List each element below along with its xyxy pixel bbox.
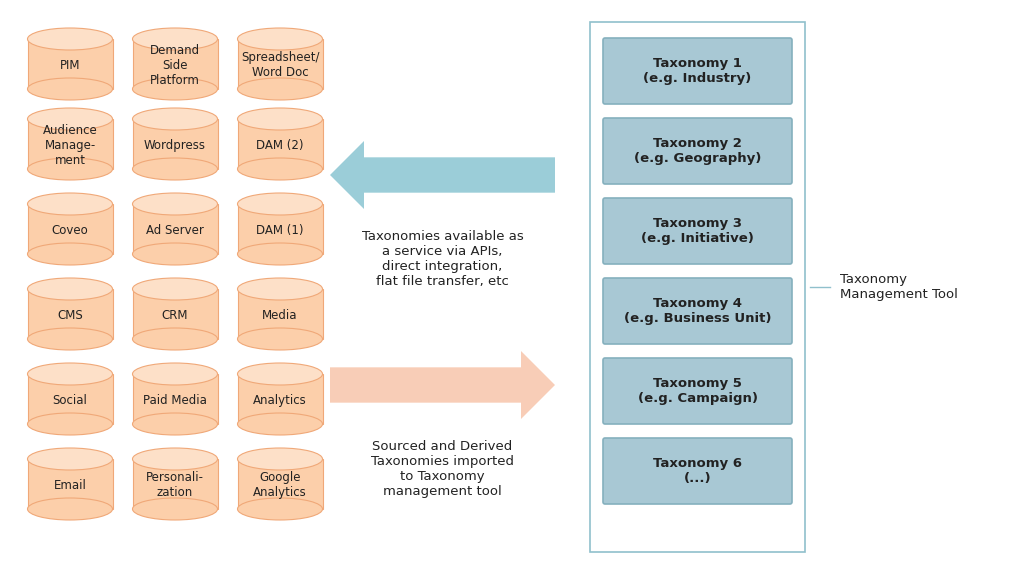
Ellipse shape [132, 278, 217, 300]
Ellipse shape [28, 78, 113, 100]
Ellipse shape [238, 243, 323, 265]
Ellipse shape [132, 498, 217, 520]
Text: Taxonomy 4
(e.g. Business Unit): Taxonomy 4 (e.g. Business Unit) [624, 297, 771, 325]
Ellipse shape [238, 498, 323, 520]
FancyBboxPatch shape [603, 278, 792, 344]
Ellipse shape [28, 28, 113, 50]
Bar [28, 39, 113, 89]
Ellipse shape [28, 278, 113, 300]
Ellipse shape [238, 328, 323, 350]
Bar [132, 289, 217, 339]
Bar [238, 289, 323, 339]
Bar [132, 459, 217, 509]
Text: Personali-
zation: Personali- zation [146, 471, 204, 499]
Text: Taxonomy 5
(e.g. Campaign): Taxonomy 5 (e.g. Campaign) [638, 377, 758, 405]
FancyBboxPatch shape [603, 38, 792, 104]
Text: Ad Server: Ad Server [146, 223, 204, 237]
Bar [238, 374, 323, 424]
Text: Taxonomy 2
(e.g. Geography): Taxonomy 2 (e.g. Geography) [634, 137, 761, 165]
Text: Taxonomy 3
(e.g. Initiative): Taxonomy 3 (e.g. Initiative) [641, 217, 754, 245]
Ellipse shape [238, 108, 323, 130]
Bar [238, 39, 323, 89]
Ellipse shape [132, 193, 217, 215]
Polygon shape [330, 351, 555, 419]
Bar [590, 22, 805, 552]
Ellipse shape [238, 363, 323, 385]
Ellipse shape [28, 158, 113, 180]
Text: Taxonomy 6
(...): Taxonomy 6 (...) [653, 457, 742, 485]
Text: Sourced and Derived
Taxonomies imported
to Taxonomy
management tool: Sourced and Derived Taxonomies imported … [371, 440, 514, 498]
Ellipse shape [238, 28, 323, 50]
Ellipse shape [238, 193, 323, 215]
Text: Demand
Side
Platform: Demand Side Platform [150, 43, 200, 87]
Ellipse shape [132, 328, 217, 350]
FancyBboxPatch shape [603, 438, 792, 504]
Ellipse shape [28, 363, 113, 385]
Bar [132, 374, 217, 424]
Bar [132, 119, 217, 169]
Ellipse shape [28, 413, 113, 435]
Ellipse shape [28, 193, 113, 215]
FancyBboxPatch shape [603, 118, 792, 184]
Bar [132, 204, 217, 254]
Ellipse shape [132, 448, 217, 470]
Bar [132, 39, 217, 89]
Text: Analytics: Analytics [253, 394, 307, 406]
Bar [28, 374, 113, 424]
Text: Taxonomy
Management Tool: Taxonomy Management Tool [840, 273, 957, 301]
Text: Taxonomy 1
(e.g. Industry): Taxonomy 1 (e.g. Industry) [643, 57, 752, 85]
Text: Google
Analytics: Google Analytics [253, 471, 307, 499]
Ellipse shape [132, 243, 217, 265]
Text: Audience
Manage-
ment: Audience Manage- ment [43, 124, 97, 166]
Ellipse shape [28, 498, 113, 520]
Bar [28, 119, 113, 169]
Ellipse shape [238, 413, 323, 435]
Text: Email: Email [53, 479, 86, 491]
Bar [238, 204, 323, 254]
Ellipse shape [28, 108, 113, 130]
Text: Wordpress: Wordpress [144, 139, 206, 152]
Ellipse shape [132, 78, 217, 100]
Ellipse shape [238, 278, 323, 300]
Text: Media: Media [262, 308, 298, 321]
Text: Social: Social [52, 394, 87, 406]
Text: DAM (1): DAM (1) [256, 223, 304, 237]
Ellipse shape [238, 78, 323, 100]
Text: DAM (2): DAM (2) [256, 139, 304, 152]
Ellipse shape [28, 448, 113, 470]
Ellipse shape [238, 158, 323, 180]
Ellipse shape [132, 363, 217, 385]
Bar [28, 459, 113, 509]
Ellipse shape [132, 158, 217, 180]
Text: Coveo: Coveo [51, 223, 88, 237]
Bar [238, 459, 323, 509]
Ellipse shape [132, 108, 217, 130]
Bar [28, 204, 113, 254]
Ellipse shape [28, 243, 113, 265]
Text: CMS: CMS [57, 308, 83, 321]
Polygon shape [330, 141, 555, 209]
Bar [238, 119, 323, 169]
Text: Paid Media: Paid Media [143, 394, 207, 406]
Ellipse shape [132, 413, 217, 435]
Text: PIM: PIM [59, 59, 80, 72]
Bar [28, 289, 113, 339]
FancyBboxPatch shape [603, 358, 792, 424]
FancyBboxPatch shape [603, 198, 792, 264]
Ellipse shape [132, 28, 217, 50]
Text: Spreadsheet/
Word Doc: Spreadsheet/ Word Doc [241, 51, 319, 79]
Text: Taxonomies available as
a service via APIs,
direct integration,
flat file transf: Taxonomies available as a service via AP… [361, 230, 523, 288]
Ellipse shape [28, 328, 113, 350]
Text: CRM: CRM [162, 308, 188, 321]
Ellipse shape [238, 448, 323, 470]
